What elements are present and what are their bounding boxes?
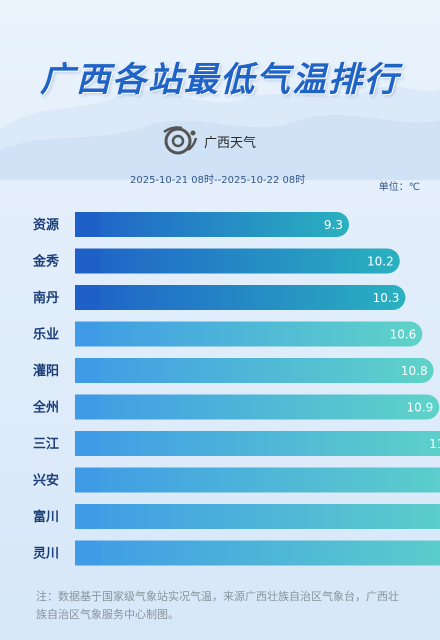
value-label: 11.3 (429, 437, 440, 451)
bar (75, 358, 434, 383)
bar (75, 212, 349, 237)
bar (75, 248, 400, 274)
category-label: 灌阳 (33, 363, 59, 379)
category-label: 资源 (33, 217, 59, 233)
bar (75, 431, 440, 456)
page-title: 广西各站最低气温排行 (40, 60, 400, 100)
bar-left-edge (75, 321, 100, 347)
category-label: 兴安 (33, 473, 59, 489)
date-range: 2025-10-21 08时--2025-10-22 08时 (130, 175, 306, 186)
bar-left-edge (75, 285, 100, 310)
category-label: 三江 (33, 436, 59, 452)
value-label: 10.3 (373, 291, 400, 305)
bar-left-edge (75, 504, 100, 529)
bar (75, 321, 423, 347)
bar-left-edge (75, 431, 100, 456)
category-label: 全州 (32, 400, 59, 416)
bar-left-edge (75, 394, 100, 420)
guangxi-weather-logo-icon (163, 126, 198, 155)
bar (75, 394, 440, 420)
value-label: 10.6 (390, 328, 417, 342)
bar (75, 540, 440, 566)
bar-left-edge (75, 467, 100, 493)
value-label: 10.8 (401, 364, 428, 378)
footnote: 注：数据基于国家级气象站实况气温，来源广西壮族自治区气象台，广西壮族自治区气象服… (36, 590, 399, 621)
category-label: 乐业 (33, 327, 59, 343)
category-label: 灵川 (33, 547, 59, 562)
mountain-background (0, 86, 440, 180)
category-label: 富川 (33, 509, 59, 525)
bar (75, 285, 406, 310)
bar-left-edge (75, 248, 100, 274)
brand-name: 广西天气 (204, 135, 257, 151)
brand: 广西天气 (160, 124, 256, 158)
bar-left-edge (75, 212, 100, 237)
bar-left-edge (75, 540, 100, 566)
bar (75, 504, 440, 529)
category-label: 南丹 (33, 290, 59, 306)
bar (75, 467, 440, 493)
value-label: 10.9 (407, 401, 434, 415)
bar-left-edge (75, 358, 100, 383)
value-label: 10.2 (367, 255, 394, 269)
unit-label: 单位：℃ (378, 182, 420, 193)
value-label: 9.3 (324, 218, 343, 232)
category-label: 金秀 (32, 254, 60, 270)
